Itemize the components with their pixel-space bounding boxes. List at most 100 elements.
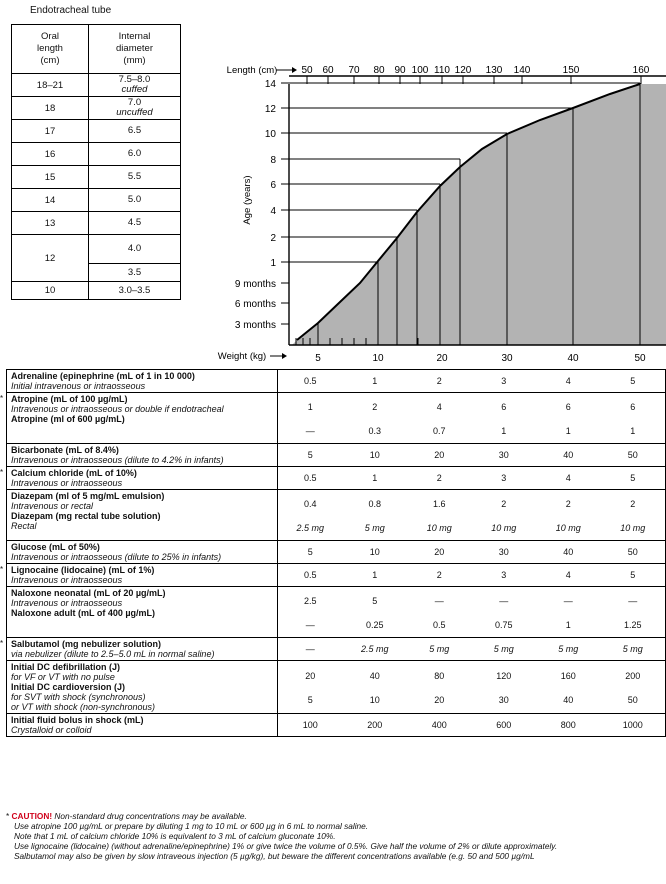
dose-line: — 2.5 mg 5 mg 5 mg 5 mg 5 mg	[278, 641, 665, 657]
drug-row: Initial DC defibrillation (J) for VF or V…	[6, 660, 666, 714]
drug-name: Initial fluid bolus in shock (mL)	[11, 715, 144, 725]
drug-row: * Lignocaine (lidocaine) (mL of 1%) Intrav…	[0, 563, 666, 587]
drug-row: Adrenaline (epinephrine (mL of 1 in 10 0…	[6, 369, 666, 393]
footnote-line-4: Use lignocaine (lidocaine) (without adre…	[14, 841, 558, 851]
dose-value: 30	[498, 450, 509, 460]
drug-row: Diazepam (ml of 5 mg/mL emulsion) Intrave…	[6, 489, 666, 541]
drug-name-cell: Initial DC defibrillation (J) for VF or V…	[6, 660, 278, 714]
drug-name: Initial DC cardioversion (J)	[11, 682, 126, 692]
dose-value: 0.25	[365, 620, 384, 630]
length-axis-label: Length (cm)	[227, 65, 278, 76]
dose-values-cell: — 2.5 mg 5 mg 5 mg 5 mg 5 mg	[277, 637, 666, 661]
drug-name-cell: * Calcium chloride (mL of 10%) Intravenous…	[0, 466, 278, 490]
dose-value: 80	[434, 671, 445, 681]
age-tick-label: 6	[270, 180, 276, 191]
ett-diameter-value: 6.5	[127, 125, 142, 136]
weight-tick-label: 40	[567, 353, 579, 364]
dose-value: 1	[565, 620, 571, 630]
ett-diameter-value: 7.0	[127, 97, 142, 108]
dose-value: 120	[496, 671, 512, 681]
dose-value: 800	[560, 720, 576, 730]
caution-star: *	[0, 639, 4, 648]
ett-table: Oral length (cm) Internal diameter (mm) 18–2…	[11, 24, 181, 300]
ett-length: 12	[11, 234, 89, 282]
drug-name: Diazepam (mg rectal tube solution)	[11, 511, 161, 521]
dose-values-cell: 0.5 1 2 3 4 5	[277, 466, 666, 490]
ett-length: 14	[11, 188, 89, 212]
length-tick-label: 130	[486, 65, 503, 76]
age-weight-nomogram: Length (cm) 50 60 70 80 90 100 110 120 130 140 150 1…	[218, 65, 666, 364]
ett-diameter: 3.0–3.5	[88, 281, 181, 300]
ett-row: 18 7.0 uncuffed	[11, 96, 181, 120]
dose-values-cell: 5 10 20 30 40 50	[277, 540, 666, 564]
weight-tick-label: 10	[372, 353, 384, 364]
dose-value: 2	[501, 499, 507, 509]
dose-value: 30	[498, 547, 509, 557]
dose-value: 5 mg	[364, 523, 385, 533]
dose-value: 1.6	[432, 499, 446, 509]
dose-line: 0.5 1 2 3 4 5	[278, 470, 665, 486]
shaded-region	[292, 84, 666, 345]
ett-cuff-note: cuffed	[121, 84, 148, 95]
drug-name: Initial DC defibrillation (J)	[11, 662, 121, 672]
dose-value: 2.5	[303, 596, 317, 606]
drug-route: Rectal	[11, 521, 37, 531]
month-tick-label: 3 months	[235, 320, 276, 331]
dose-value: 6	[630, 402, 636, 412]
drug-row: Glucose (mL of 50%) Intravenous or intrao…	[6, 540, 666, 564]
dose-value: —	[628, 596, 638, 606]
dose-value: 6	[565, 402, 571, 412]
dose-value: 1000	[622, 720, 643, 730]
drug-row: Initial fluid bolus in shock (mL) Crystal…	[6, 713, 666, 737]
dose-values-cell: 100 200 400 600 800 1000	[277, 713, 666, 737]
drug-dose-table: Adrenaline (epinephrine (mL of 1 in 10 0…	[0, 369, 666, 737]
length-tick-label: 60	[322, 65, 334, 76]
drug-name: Adrenaline (epinephrine (mL of 1 in 10 0…	[11, 371, 195, 381]
dose-line: 2.5 mg 5 mg 10 mg 10 mg 10 mg 10 mg	[278, 517, 665, 539]
dose-line: 2.5 5 — — — —	[278, 588, 665, 614]
drug-name-cell: Adrenaline (epinephrine (mL of 1 in 10 0…	[6, 369, 278, 393]
weight-tick-label: 5	[315, 353, 321, 364]
ett-diameter-value: 4.5	[127, 217, 142, 228]
dose-value: 1	[372, 570, 378, 580]
footnote-line-5: Salbutamol may also be given by slow int…	[14, 851, 535, 861]
dose-line: — 0.3 0.7 1 1 1	[278, 420, 665, 442]
dose-value: —	[305, 426, 315, 436]
drug-route: Intravenous or intraosseous or double if…	[11, 404, 224, 414]
length-tick-label: 150	[563, 65, 580, 76]
drug-name: Salbutamol (mg nebulizer solution)	[11, 639, 162, 649]
weight-tick-label: 20	[436, 353, 448, 364]
dose-value: 6	[501, 402, 507, 412]
dose-value: 0.8	[368, 499, 381, 509]
length-tick-label: 50	[301, 65, 313, 76]
ett-diameter: 7.0 uncuffed	[88, 96, 181, 120]
dose-line: — 0.25 0.5 0.75 1 1.25	[278, 614, 665, 636]
footnote-line-2: Use atropine 100 µg/mL or prepare by dil…	[14, 821, 369, 831]
drug-name: Naloxone adult (mL of 400 µg/mL)	[11, 608, 156, 618]
footnotes: * CAUTION! Non-standard drug concentrati…	[6, 811, 664, 861]
dose-line: 0.5 1 2 3 4 5	[278, 373, 665, 389]
dose-value: 0.75	[494, 620, 513, 630]
age-tick-label: 1	[270, 258, 276, 269]
drug-name-cell: Bicarbonate (mL of 8.4%) Intravenous or i…	[6, 443, 278, 467]
ett-row: 12 4.0	[11, 234, 181, 282]
dose-value: —	[499, 596, 509, 606]
dose-value: 2	[436, 570, 442, 580]
age-axis-label: Age (years)	[242, 175, 253, 224]
weight-tick-label: 50	[634, 353, 646, 364]
dose-value: 0.5	[432, 620, 446, 630]
dose-value: 4	[436, 402, 442, 412]
dose-line: 0.4 0.8 1.6 2 2 2	[278, 491, 665, 517]
length-tick-label: 100	[412, 65, 429, 76]
dose-value: 5	[630, 570, 636, 580]
length-tick-label: 160	[633, 65, 650, 76]
weight-axis-label: Weight (kg)	[218, 351, 266, 362]
age-tick-label: 14	[265, 79, 277, 90]
dose-value: 1	[565, 426, 571, 436]
dose-value: 1	[630, 426, 636, 436]
dose-value: —	[563, 596, 573, 606]
dose-value: 0.5	[303, 570, 317, 580]
dose-value: 0.3	[368, 426, 381, 436]
ett-diameter-value: 6.0	[127, 148, 142, 159]
length-tick-label: 110	[434, 65, 450, 76]
